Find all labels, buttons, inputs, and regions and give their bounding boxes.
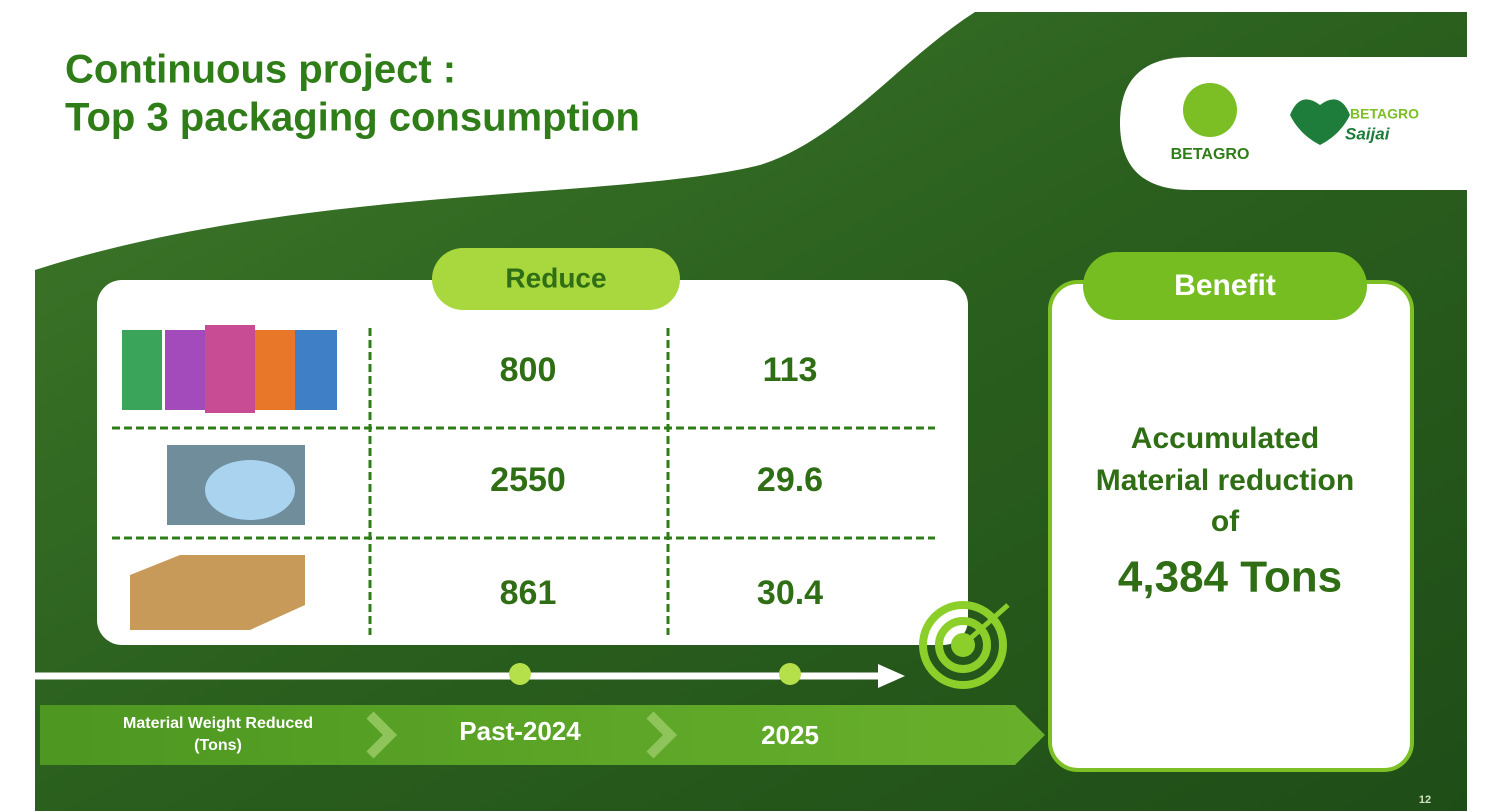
logo-text: BETAGRO	[1171, 146, 1250, 163]
page-number: 12	[1419, 794, 1431, 806]
benefit-header: Benefit	[1174, 269, 1276, 302]
band-column: Past-2024	[459, 716, 581, 746]
benefit-text: Accumulated	[1131, 422, 1319, 455]
title-line: Continuous project :	[65, 48, 456, 92]
band-label: (Tons)	[194, 737, 242, 754]
betagro-logo	[1183, 83, 1237, 137]
timeline-dot	[509, 663, 531, 685]
cell: 800	[500, 351, 557, 389]
cell: 113	[763, 351, 818, 389]
cell: 2550	[490, 461, 566, 499]
logo-panel	[1120, 57, 1467, 190]
benefit-text: Material reduction	[1096, 464, 1354, 497]
logo-text: BETAGRO	[1350, 106, 1419, 122]
benefit-total: 4,384 Tons	[1118, 553, 1342, 602]
band-label: Material Weight Reduced	[123, 715, 313, 732]
band-column: 2025	[761, 720, 819, 750]
logo-text: Saijai	[1345, 124, 1391, 143]
slide: Continuous project : Top 3 packaging con…	[0, 0, 1491, 811]
title-line: Top 3 packaging consumption	[65, 96, 640, 140]
cell: 30.4	[757, 574, 823, 612]
cell: 861	[500, 574, 557, 612]
table-header: Reduce	[505, 262, 606, 293]
cell: 29.6	[757, 461, 823, 499]
benefit-text: of	[1211, 505, 1240, 538]
timeline-dot	[779, 663, 801, 685]
